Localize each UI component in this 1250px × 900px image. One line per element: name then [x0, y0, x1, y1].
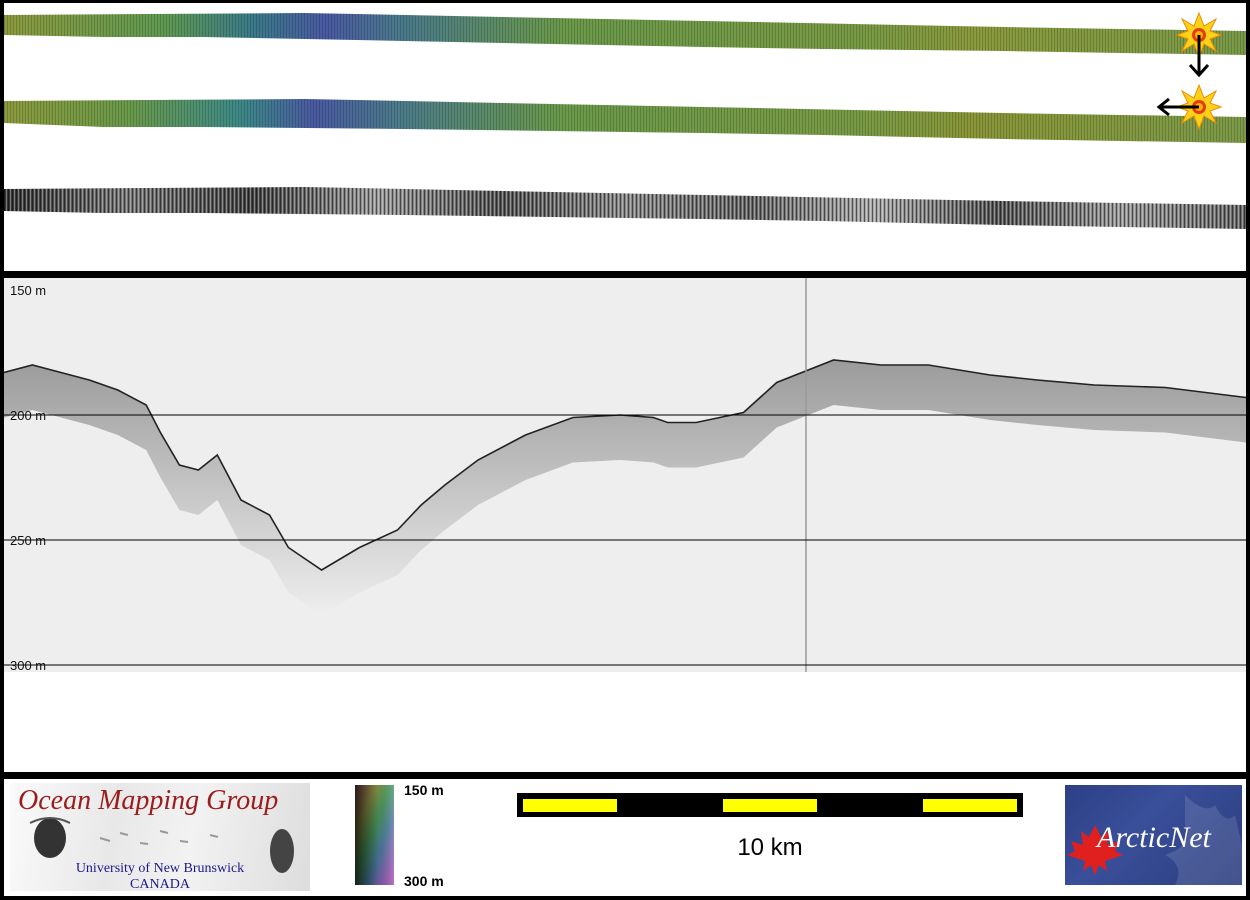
- omg-logo-title: Ocean Mapping Group: [18, 785, 279, 816]
- arcticnet-logo: ArcticNet: [1065, 785, 1242, 885]
- depth-grid: [4, 414, 1246, 666]
- maple-leaf-icon: [1067, 795, 1242, 885]
- scale-bar-segment: [923, 799, 1017, 812]
- arcticnet-logo-text: ArcticNet: [1097, 821, 1211, 854]
- depth-tick-300: 300 m: [10, 658, 47, 673]
- colorbar-top-label: 150 m: [404, 782, 444, 798]
- ocean-mapping-group-logo: Ocean Mapping Group University of New Br…: [10, 783, 310, 892]
- arrow-down-icon: [1188, 35, 1210, 78]
- omg-logo-country: CANADA: [130, 877, 190, 892]
- scale-bar-segment: [523, 799, 617, 812]
- arrow-left-icon: [1156, 97, 1199, 117]
- depth-profile-panel: 150 m 200 m 250 m 300 m: [4, 278, 1246, 772]
- depth-tick-150: 150 m: [10, 283, 47, 298]
- seafloor-figure-icon: [29, 817, 294, 873]
- colorbar-bottom-label: 300 m: [404, 873, 444, 889]
- swath-strip-colored-1: [4, 13, 1246, 55]
- swath-strips: [4, 11, 1246, 229]
- swath-strip-colored-2: [4, 99, 1246, 143]
- swath-strip-backscatter: [4, 187, 1246, 229]
- scale-bar-label: 10 km: [737, 834, 803, 861]
- legend-panel: Ocean Mapping Group University of New Br…: [4, 779, 1246, 896]
- seafloor-profile-line: [4, 359, 1246, 571]
- omg-logo-university: University of New Brunswick: [75, 861, 245, 876]
- depth-profile-plot: [4, 278, 1246, 672]
- depth-colorbar: [355, 785, 394, 885]
- depth-tick-200: 200 m: [10, 408, 47, 423]
- scale-bar-segment: [723, 799, 817, 812]
- depth-tick-250: 250 m: [10, 533, 47, 548]
- scale-bar: [517, 793, 1023, 817]
- swath-panel: [4, 3, 1246, 271]
